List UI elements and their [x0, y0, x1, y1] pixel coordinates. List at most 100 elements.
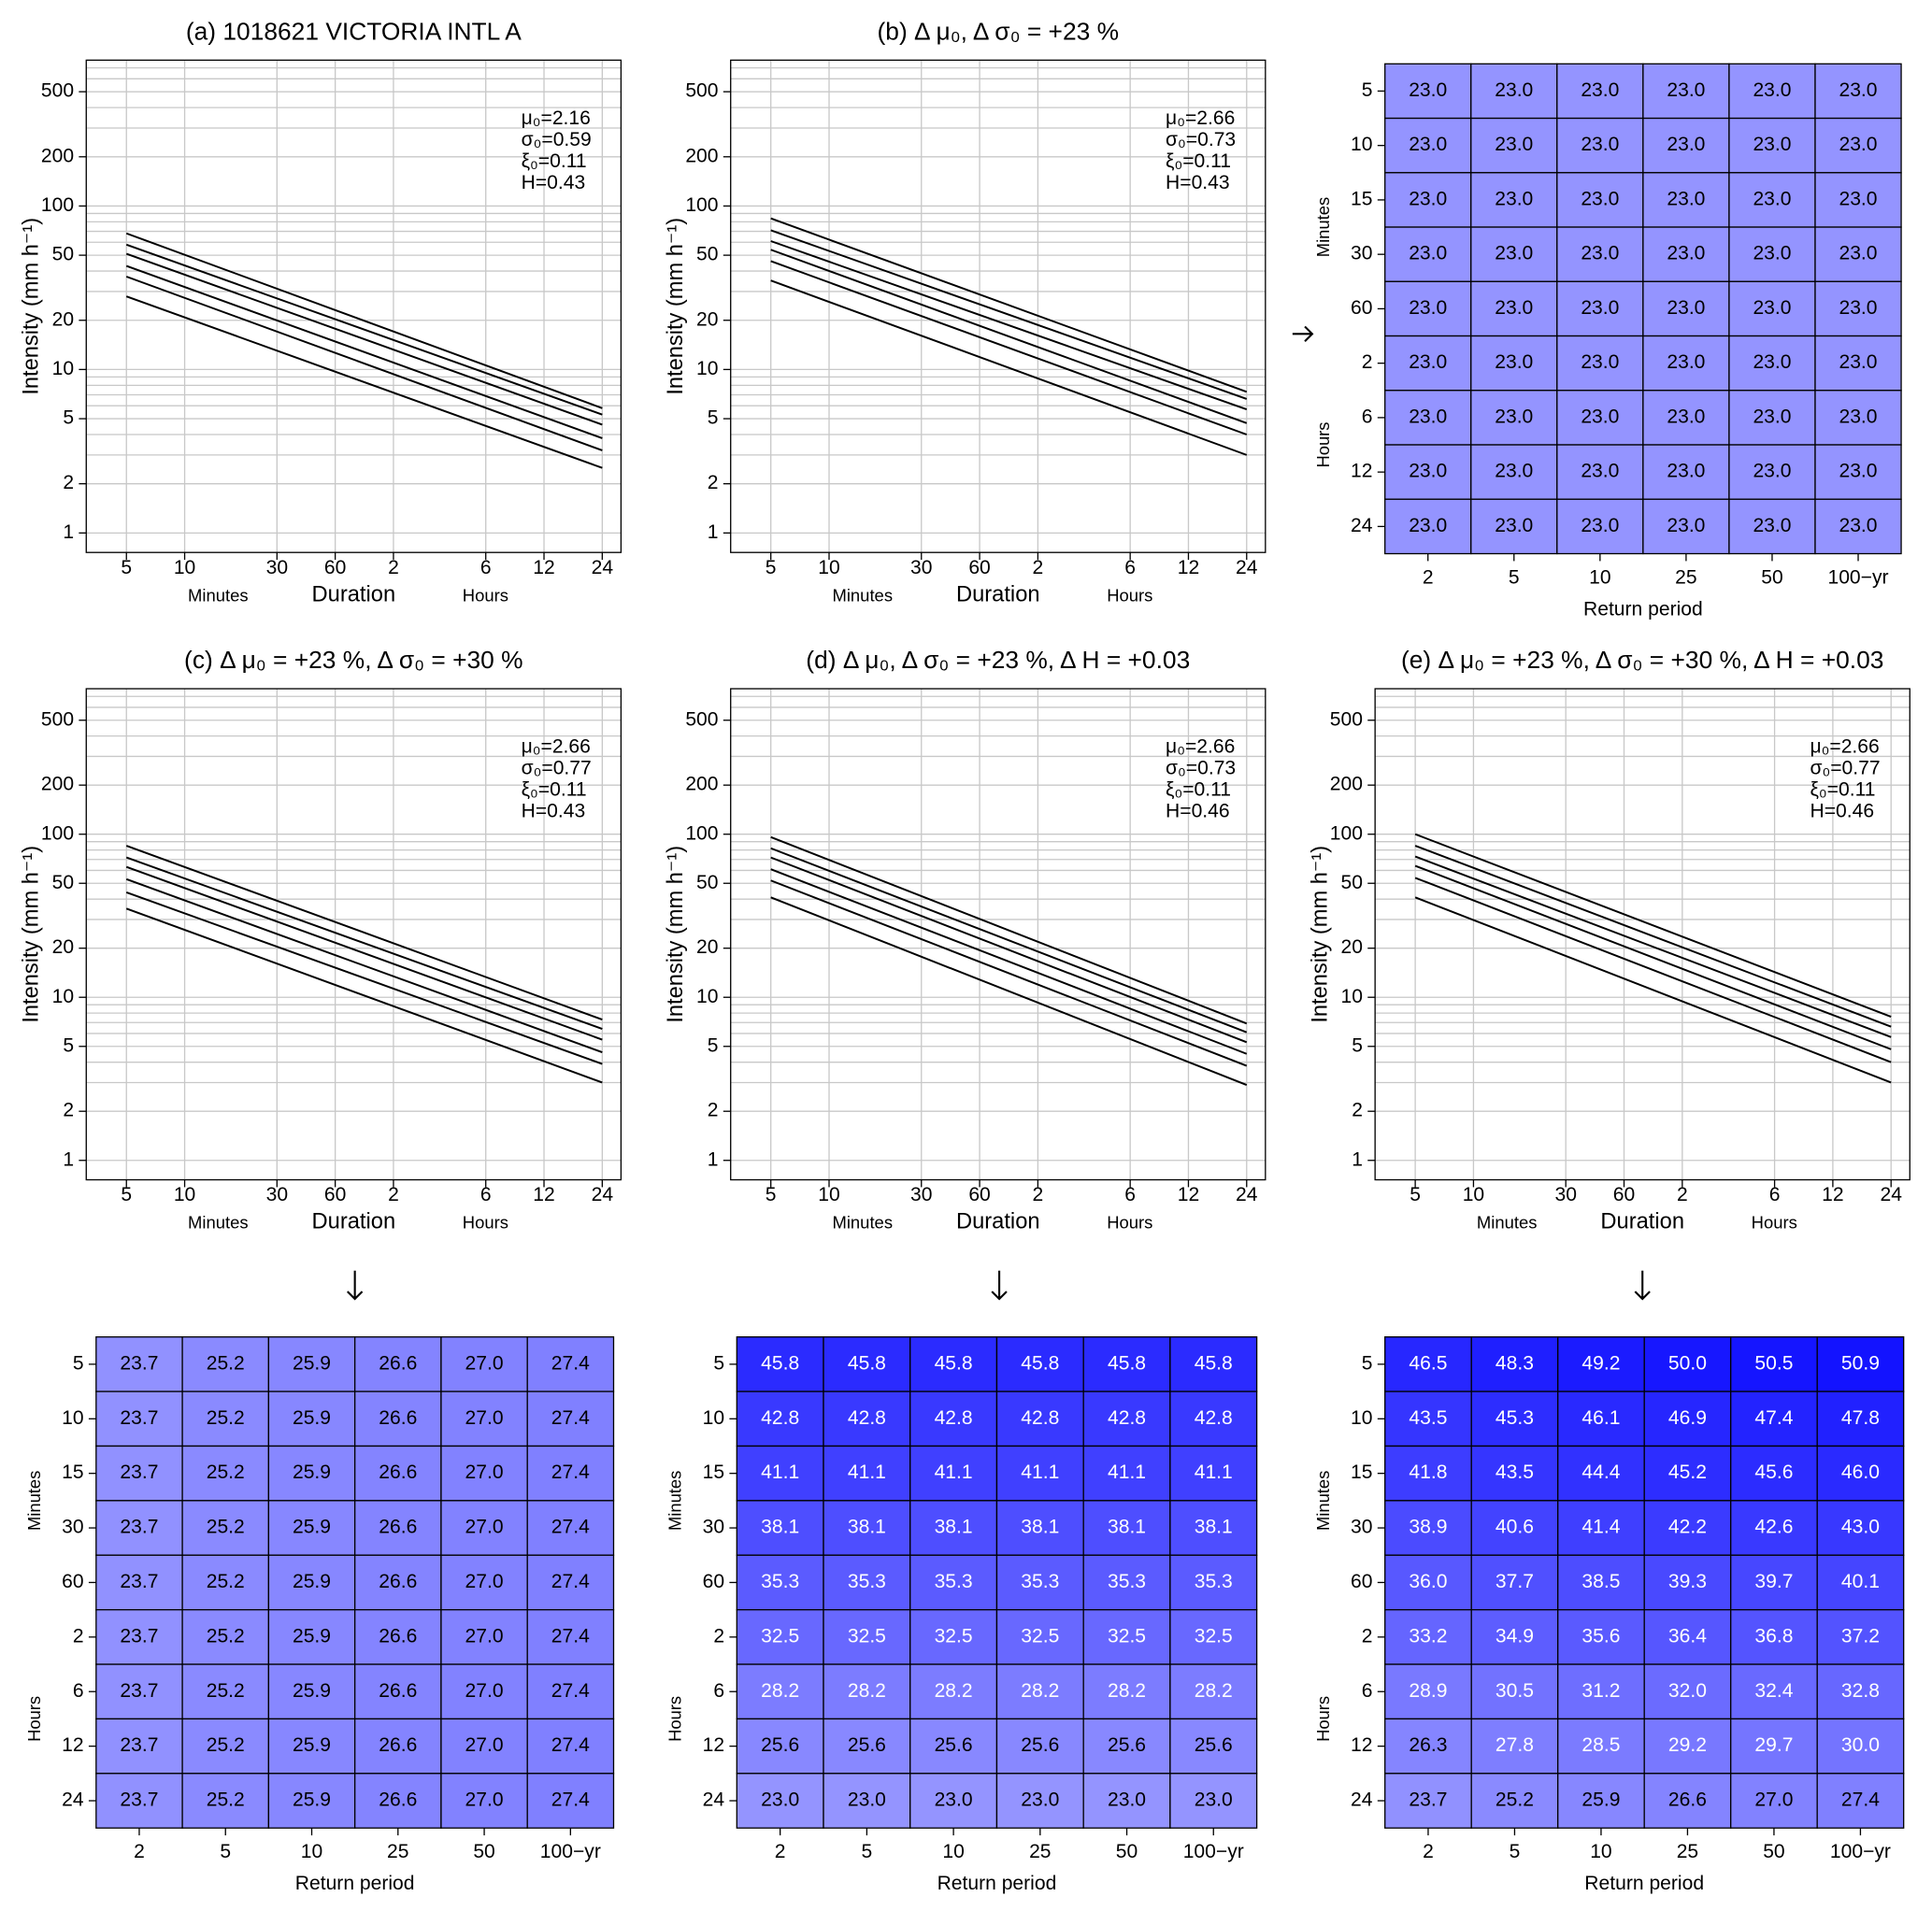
- series-line: [1414, 877, 1892, 1063]
- annotation: μ₀=2.66: [1166, 736, 1235, 758]
- x-tick-label: 5: [1410, 1184, 1421, 1205]
- heat-cell: [1384, 498, 1472, 555]
- cell-label: 35.3: [848, 1571, 886, 1592]
- heat-cell: [1730, 1390, 1818, 1447]
- x-tick-label: 12: [1178, 557, 1199, 578]
- heat-cell: [267, 1773, 356, 1829]
- cell-label: 23.0: [935, 1790, 973, 1811]
- heat-cell: [440, 1336, 528, 1392]
- heat-cell: [181, 1608, 270, 1665]
- cell-label: 42.8: [1108, 1407, 1146, 1429]
- annotation: σ₀=0.73: [1166, 129, 1236, 150]
- cell-label: 27.4: [551, 1790, 590, 1811]
- heat-cell: [95, 1445, 183, 1502]
- cell-label: 23.0: [1667, 79, 1705, 101]
- column-label: 100−yr: [1183, 1841, 1244, 1862]
- row-label: 60: [1351, 1571, 1372, 1592]
- heat-cell: [353, 1390, 442, 1447]
- row-group-label: Hours: [665, 1696, 685, 1742]
- series-line: [770, 260, 1248, 435]
- cell-label: 23.0: [1409, 134, 1447, 155]
- cell-label: 26.3: [1409, 1734, 1447, 1756]
- heat-cell: [1816, 1554, 1905, 1611]
- x-tick-label: 24: [1236, 1184, 1258, 1205]
- cell-label: 25.9: [293, 1734, 331, 1756]
- cell-label: 37.2: [1841, 1625, 1880, 1647]
- cell-label: 27.0: [465, 1625, 504, 1647]
- cell-label: 36.0: [1409, 1571, 1447, 1592]
- heat-cell: [1642, 498, 1730, 555]
- cell-label: 23.0: [1409, 351, 1447, 373]
- x-tick-label: 30: [910, 1184, 932, 1205]
- cell-label: 23.0: [1753, 515, 1791, 536]
- cell-label: 41.1: [1108, 1462, 1146, 1483]
- cell-label: 27.4: [551, 1680, 590, 1702]
- arrow-down: [346, 1270, 364, 1301]
- x-group-label: Hours: [1752, 1213, 1797, 1233]
- cell-label: 23.0: [1667, 406, 1705, 427]
- arrow-down: [991, 1270, 1008, 1301]
- heat-cell: [1384, 280, 1472, 337]
- row-group-label: Minutes: [665, 1471, 685, 1531]
- heat-cell: [526, 1390, 615, 1447]
- heat-cell: [995, 1718, 1084, 1775]
- cell-label: 25.6: [935, 1734, 973, 1756]
- series-line: [770, 856, 1248, 1044]
- heat-cell: [353, 1554, 442, 1611]
- cell-label: 25.9: [293, 1571, 331, 1592]
- heat-cell: [1470, 1718, 1559, 1775]
- y-axis-label: Intensity (mm h⁻¹): [664, 218, 688, 395]
- row-label: 6: [1362, 406, 1373, 427]
- cell-label: 38.1: [1108, 1517, 1146, 1538]
- cell-label: 26.6: [379, 1462, 417, 1483]
- row-label: 12: [1351, 1734, 1372, 1756]
- cell-label: 23.0: [761, 1790, 799, 1811]
- y-tick-label: 2: [1352, 1100, 1363, 1121]
- series-line: [125, 252, 603, 426]
- y-tick-label: 100: [41, 822, 74, 844]
- annotation: ξ₀=0.11: [1810, 779, 1875, 801]
- y-tick-label: 20: [696, 308, 718, 330]
- x-tick-label: 30: [910, 557, 932, 578]
- x-axis-label: Return period: [295, 1873, 415, 1894]
- heat-cell: [267, 1500, 356, 1556]
- heat-cell: [526, 1608, 615, 1665]
- cell-label: 23.0: [1839, 351, 1877, 373]
- cell-label: 25.2: [207, 1790, 245, 1811]
- y-tick-label: 5: [63, 1034, 74, 1056]
- row-group-label: Minutes: [1313, 1471, 1333, 1531]
- x-tick-label: 2: [388, 557, 399, 578]
- y-tick-label: 10: [1341, 986, 1363, 1007]
- series-line: [125, 907, 603, 1084]
- cell-label: 23.0: [1581, 461, 1619, 482]
- heat-cell: [440, 1718, 528, 1775]
- column-label: 25: [1675, 566, 1696, 588]
- heat-cell: [526, 1773, 615, 1829]
- annotation: H=0.46: [1810, 801, 1874, 822]
- cell-label: 27.0: [465, 1407, 504, 1429]
- heat-cell: [1169, 1336, 1258, 1392]
- column-label: 10: [1589, 566, 1610, 588]
- series-line: [770, 240, 1248, 411]
- cell-label: 25.9: [293, 1790, 331, 1811]
- cell-label: 25.2: [207, 1407, 245, 1429]
- heat-cell: [526, 1554, 615, 1611]
- heat-cell: [1643, 1445, 1732, 1502]
- plot-frame: [85, 688, 623, 1181]
- column-label: 5: [1510, 1841, 1521, 1862]
- cell-label: 32.5: [935, 1625, 973, 1647]
- x-tick-label: 24: [592, 1184, 614, 1205]
- heat-cell: [1557, 1608, 1645, 1665]
- cell-label: 23.0: [1753, 297, 1791, 319]
- heat-cell: [823, 1390, 911, 1447]
- cell-label: 23.0: [1667, 515, 1705, 536]
- heat-cell: [353, 1445, 442, 1502]
- cell-label: 23.0: [1667, 189, 1705, 210]
- y-tick-label: 10: [52, 986, 74, 1007]
- row-label: 2: [73, 1625, 84, 1647]
- heat-cell: [1816, 1445, 1905, 1502]
- heat-cell: [736, 1663, 824, 1720]
- annotation: μ₀=2.66: [522, 736, 591, 758]
- row-group-label: Hours: [1313, 1696, 1333, 1742]
- y-tick-label: 50: [696, 244, 718, 265]
